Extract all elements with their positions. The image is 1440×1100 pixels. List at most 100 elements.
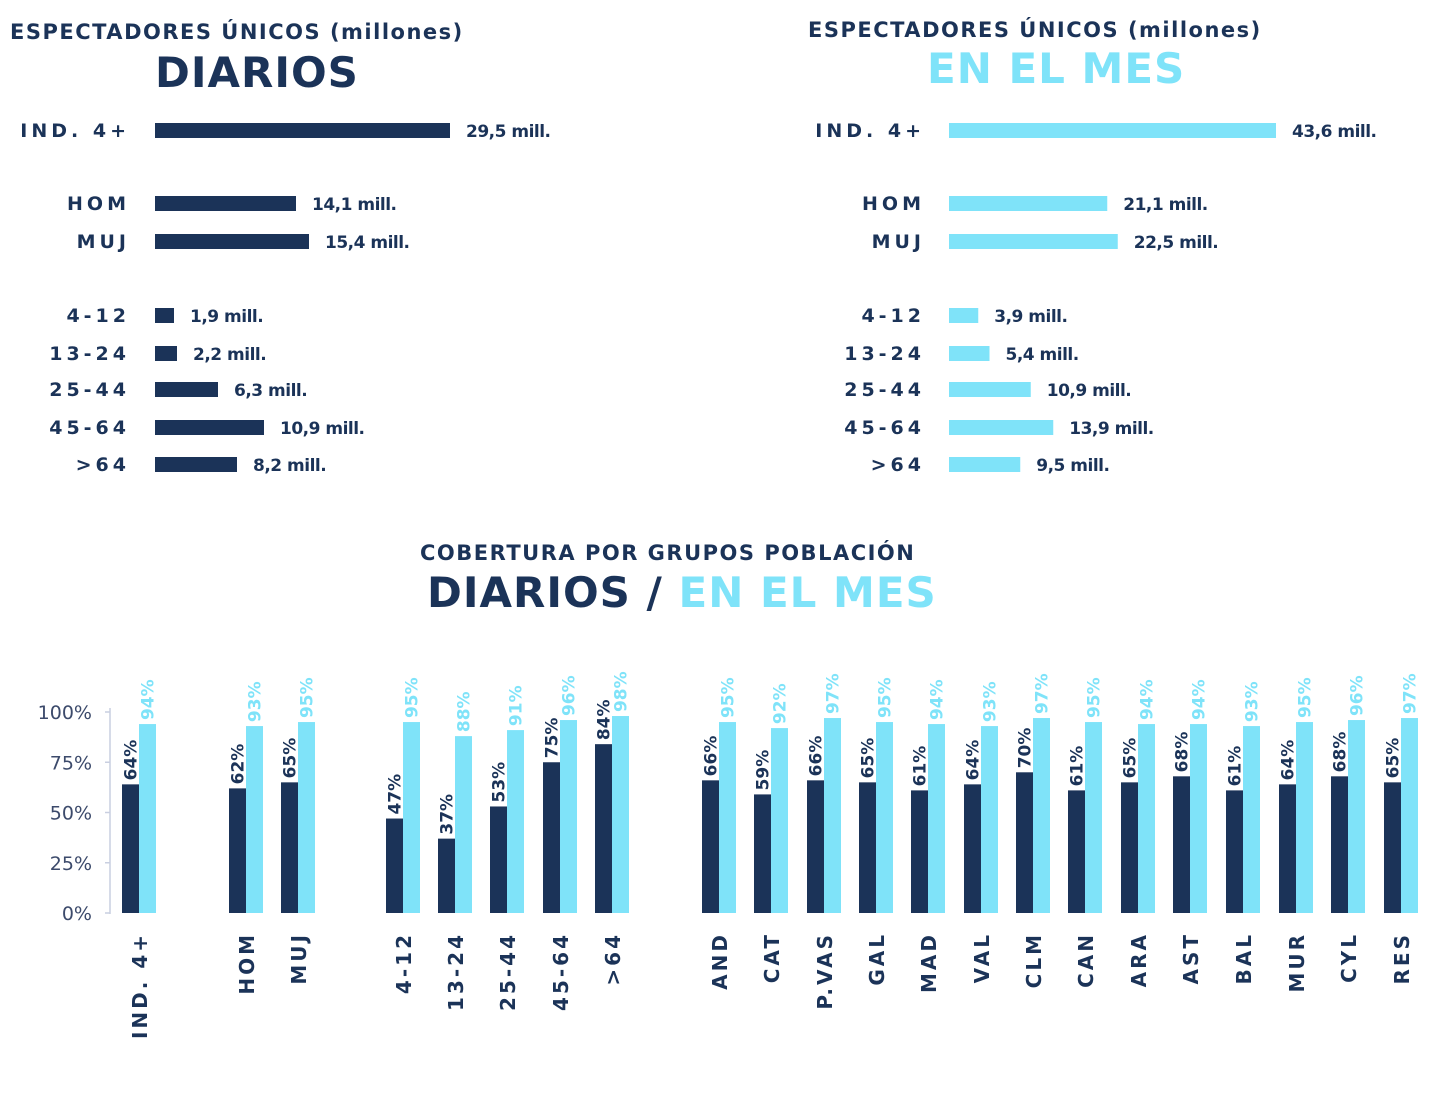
data-label-diarios: 53%: [490, 762, 510, 803]
bar-diarios: [1173, 776, 1190, 913]
x-category-label: HOM: [235, 932, 259, 995]
data-label-diarios: 47%: [386, 774, 406, 815]
data-label-mes: 94%: [1190, 679, 1210, 720]
data-label-mes: 97%: [824, 673, 844, 714]
bar-mes: [824, 718, 841, 913]
panel-mes-value-label: 22,5 mill.: [1134, 233, 1219, 253]
data-label-mes: 94%: [928, 679, 948, 720]
data-label-diarios: 68%: [1173, 732, 1193, 773]
bar-diarios: [859, 782, 876, 913]
bar-mes: [1401, 718, 1418, 913]
data-label-diarios: 65%: [281, 738, 301, 779]
coverage-title-separator: /: [646, 568, 663, 617]
bar-diarios: [807, 780, 824, 913]
x-category-label: 13-24: [444, 932, 468, 1011]
x-category-label: AND: [708, 932, 732, 990]
data-label-mes: 95%: [1085, 677, 1105, 718]
panel-mes-value-label: 10,9 mill.: [1047, 381, 1132, 401]
x-category-label: RES: [1390, 932, 1414, 984]
y-tick-label: 75%: [50, 752, 92, 774]
bar-diarios: [1331, 776, 1348, 913]
x-category-label: CAN: [1074, 932, 1098, 988]
x-category-label: CLM: [1022, 932, 1046, 988]
data-label-diarios: 70%: [1016, 728, 1036, 769]
bar-mes: [928, 724, 945, 913]
panel-diarios-bar: [155, 346, 177, 361]
panel-diarios-category-label: IND. 4+: [20, 120, 130, 142]
panel-diarios-bar: [155, 123, 450, 138]
data-label-mes: 95%: [1296, 677, 1316, 718]
panel-mes-category-label: 4-12: [861, 305, 925, 327]
panel-mes-value-label: 3,9 mill.: [994, 307, 1067, 327]
panel-mes-bar: [949, 457, 1021, 472]
panel-mes-bar: [949, 234, 1118, 249]
coverage-title-mes: EN EL MES: [678, 568, 937, 617]
bar-mes: [876, 722, 893, 913]
coverage-title-diarios: DIARIOS: [427, 568, 631, 617]
bar-diarios: [911, 790, 928, 913]
data-label-mes: 97%: [1033, 673, 1053, 714]
bar-mes: [139, 724, 156, 913]
panel-mes-category-label: 13-24: [844, 343, 925, 365]
panel-diarios-category-label: HOM: [67, 193, 130, 215]
panel-mes-bar: [949, 196, 1108, 211]
data-label-mes: 96%: [1348, 675, 1368, 716]
data-label-mes: 95%: [403, 677, 423, 718]
panel-diarios-value-label: 10,9 mill.: [280, 419, 365, 439]
y-tick-label: 25%: [50, 853, 92, 875]
bar-diarios: [281, 782, 298, 913]
panel-diarios-bar: [155, 234, 309, 249]
panel-diarios-category-label: 45-64: [49, 417, 130, 439]
bar-diarios: [1226, 790, 1243, 913]
bar-mes: [1085, 722, 1102, 913]
x-category-label: AST: [1179, 932, 1203, 985]
data-label-mes: 88%: [455, 691, 475, 732]
bar-diarios: [438, 838, 455, 913]
bar-mes: [1243, 726, 1260, 913]
panel-mes-category-label: >64: [871, 454, 925, 476]
data-label-mes: 94%: [1138, 679, 1158, 720]
panel-mes-category-label: HOM: [862, 193, 925, 215]
panel-diarios-value-label: 15,4 mill.: [325, 233, 410, 253]
panel-diarios-value-label: 6,3 mill.: [234, 381, 307, 401]
bar-mes: [298, 722, 315, 913]
panel-mes-bar: [949, 123, 1276, 138]
data-label-diarios: 66%: [702, 736, 722, 777]
data-label-diarios: 37%: [438, 794, 458, 835]
bar-mes: [1138, 724, 1155, 913]
data-label-mes: 93%: [1243, 681, 1263, 722]
panel-mes-value-label: 21,1 mill.: [1123, 195, 1208, 215]
bar-diarios: [1384, 782, 1401, 913]
data-label-mes: 97%: [1401, 673, 1421, 714]
bar-diarios: [1279, 784, 1296, 913]
panel-diarios-value-label: 2,2 mill.: [193, 345, 266, 365]
bar-diarios: [595, 744, 612, 913]
panel-mes-value-label: 5,4 mill.: [1006, 345, 1079, 365]
bar-diarios: [1016, 772, 1033, 913]
panel-diarios-bar: [155, 382, 218, 397]
panel-mes-bar: [949, 346, 990, 361]
data-label-diarios: 64%: [964, 740, 984, 781]
coverage-title: DIARIOS / EN EL MES: [427, 568, 937, 617]
x-category-label: BAL: [1232, 932, 1256, 984]
bar-mes: [981, 726, 998, 913]
data-label-mes: 96%: [560, 675, 580, 716]
bar-mes: [612, 716, 629, 913]
panel-mes-category-label: 45-64: [844, 417, 925, 439]
x-category-label: >64: [601, 932, 625, 986]
bar-diarios: [964, 784, 981, 913]
bar-mes: [1190, 724, 1207, 913]
panel-mes-value-label: 43,6 mill.: [1292, 122, 1377, 142]
coverage-subtitle: COBERTURA POR GRUPOS POBLACIÓN: [420, 541, 916, 565]
data-label-diarios: 65%: [859, 738, 879, 779]
bar-mes: [719, 722, 736, 913]
bar-mes: [455, 736, 472, 913]
x-category-label: MAD: [917, 932, 941, 993]
y-tick-label: 100%: [38, 702, 92, 724]
x-category-label: CAT: [760, 932, 784, 983]
bar-mes: [560, 720, 577, 913]
data-label-mes: 95%: [298, 677, 318, 718]
panel-mes-bar: [949, 420, 1054, 435]
data-label-mes: 94%: [139, 679, 159, 720]
